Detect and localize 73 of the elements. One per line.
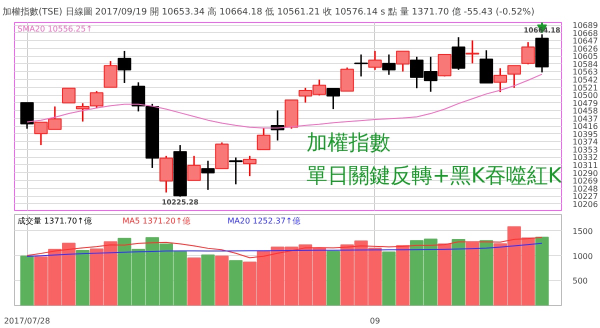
candlestick xyxy=(507,64,521,89)
text: MA5 1371.20↑億 xyxy=(122,216,190,226)
y-tick-label: 10227 xyxy=(572,192,598,202)
bar xyxy=(535,236,549,306)
y-tick-label: 10563 xyxy=(572,68,598,77)
y-tick-label: 10269 xyxy=(572,176,598,186)
chart-title: 加權指數(TSE) 日線圖 2017/09/19 開 10653.34 高 10664.18 低 10561.21 收 10576.14 s 點 量 1371.70 億 -55.43 (-0.52%) xyxy=(2,6,534,18)
y-tick-label: 10311 xyxy=(572,160,598,170)
candlestick xyxy=(452,36,466,71)
text: 成交量 1371.70↑億 xyxy=(18,216,92,226)
bar xyxy=(326,250,340,306)
bar xyxy=(201,254,215,306)
candlestick xyxy=(368,50,382,71)
y-tick-label: 10416 xyxy=(572,122,598,132)
candlestick xyxy=(340,66,354,92)
candlestick xyxy=(201,160,215,191)
candlestick xyxy=(466,40,480,64)
bar xyxy=(20,256,34,306)
bar xyxy=(215,256,229,306)
y-tick-label: 10458 xyxy=(572,106,598,116)
y-tick-label: 10248 xyxy=(572,184,598,194)
bar xyxy=(76,250,90,306)
y-tick-label: 10521 xyxy=(572,83,598,92)
candlestick xyxy=(20,102,34,130)
bar xyxy=(229,260,243,306)
candlestick xyxy=(326,88,340,110)
candlestick xyxy=(396,50,410,72)
candlestick xyxy=(354,54,368,78)
annotation: 加權指數 xyxy=(306,130,390,154)
candlestick xyxy=(242,155,256,177)
candlestick xyxy=(382,54,396,76)
y-tick-label: 10353 xyxy=(572,145,598,154)
text: SMA20 10556.25↑ xyxy=(18,24,93,34)
candlestick xyxy=(438,54,452,78)
bar xyxy=(396,245,410,306)
y-tick-label: 500 xyxy=(572,276,588,286)
bar xyxy=(382,251,396,306)
y-tick-label: 10479 xyxy=(572,98,598,108)
y-tick-label: 10374 xyxy=(572,138,598,147)
line-series xyxy=(26,236,543,258)
y-tick-label: 10500 xyxy=(572,91,598,100)
bar xyxy=(452,239,466,306)
y-tick-label: 10395 xyxy=(572,130,598,139)
bar xyxy=(438,244,452,306)
candlestick xyxy=(62,88,76,104)
candlestick xyxy=(521,41,535,66)
y-tick-label: 10668 xyxy=(572,28,598,38)
y-tick-label: 10206 xyxy=(572,200,598,209)
bar xyxy=(466,242,480,306)
bar xyxy=(187,258,201,306)
y-tick-label: 10647 xyxy=(572,36,598,46)
y-tick-label: 1000 xyxy=(572,252,593,261)
y-tick-label: 10605 xyxy=(572,52,598,62)
candlestick xyxy=(480,50,494,84)
candlestick xyxy=(159,155,173,194)
text: MA20 1252.37↑億 xyxy=(228,216,300,226)
y-tick-label: 10437 xyxy=(572,114,598,124)
y-tick-label: 10332 xyxy=(572,153,598,162)
bar xyxy=(480,240,494,306)
y-tick-label: 10542 xyxy=(572,75,598,84)
candlestick xyxy=(256,127,270,150)
x-tick-label: 2017/07/28 xyxy=(4,316,50,326)
y-tick-label: 1500 xyxy=(572,226,593,236)
candlestick xyxy=(187,155,201,182)
x-tick-label: 09 xyxy=(370,316,380,326)
y-tick-label: 10584 xyxy=(572,60,598,69)
candlestick xyxy=(493,67,508,93)
y-tick-label: 10626 xyxy=(572,44,598,54)
line-series xyxy=(26,242,543,257)
y-tick-label: 10689 xyxy=(572,21,598,30)
y-tick-label: 10290 xyxy=(572,168,598,178)
candlestick xyxy=(118,50,132,84)
candlestick xyxy=(104,60,118,88)
